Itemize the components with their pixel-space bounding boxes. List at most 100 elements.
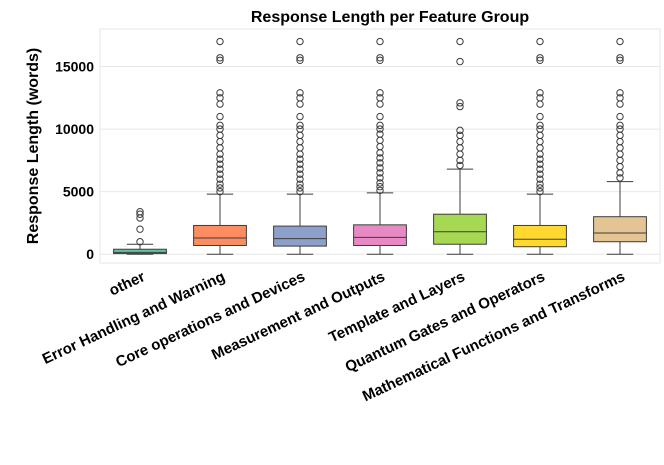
outlier-point — [296, 89, 304, 97]
outlier-point — [216, 144, 224, 152]
box-iqr — [193, 224, 247, 246]
outlier-point — [536, 137, 544, 146]
outlier-point — [456, 144, 464, 152]
outlier-point — [296, 37, 304, 46]
outlier-point — [376, 154, 384, 162]
outlier-point — [376, 121, 384, 130]
outlier-point — [296, 165, 304, 173]
outlier-point — [376, 54, 384, 62]
outlier-point — [616, 125, 624, 133]
chart-title: Response Length per Feature Group — [251, 9, 529, 26]
outlier-point — [456, 131, 464, 140]
outlier-point — [216, 175, 224, 183]
outlier-point — [216, 100, 224, 108]
outlier-point — [216, 131, 224, 140]
outlier-point — [296, 54, 304, 62]
outlier-point — [296, 125, 304, 133]
outlier-point — [536, 165, 544, 173]
box-iqr — [513, 224, 567, 248]
outlier-point — [456, 102, 464, 111]
outlier-point — [216, 125, 224, 133]
outlier-point — [216, 121, 224, 130]
outlier-point — [216, 187, 224, 196]
outlier-point — [216, 180, 224, 188]
outlier-point — [376, 169, 384, 177]
outlier-point — [616, 94, 624, 102]
outlier-point — [296, 94, 304, 102]
outlier-point — [136, 207, 144, 216]
outlier-point — [216, 165, 224, 173]
outlier-point — [376, 164, 384, 172]
outlier-point — [456, 137, 464, 146]
outlier-point — [536, 155, 544, 163]
box-iqr — [433, 213, 487, 245]
outlier-point — [456, 161, 464, 170]
y-tick-label: 15000 — [55, 59, 94, 75]
outlier-point — [616, 100, 624, 108]
outlier-point — [376, 37, 384, 46]
outlier-point — [536, 112, 544, 121]
outlier-point — [376, 89, 384, 97]
outlier-point — [536, 37, 544, 46]
outlier-point — [216, 155, 224, 163]
y-axis-label: Response Length (words) — [25, 48, 42, 244]
boxes-group — [113, 37, 647, 255]
box-iqr — [593, 216, 647, 243]
outlier-point — [376, 179, 384, 187]
outlier-point — [216, 54, 224, 62]
outlier-point — [296, 121, 304, 130]
outlier-point — [536, 131, 544, 140]
outlier-point — [216, 160, 224, 168]
outlier-point — [616, 121, 624, 130]
outlier-point — [296, 155, 304, 163]
outlier-point — [456, 150, 464, 158]
box-group — [113, 207, 167, 255]
outlier-point — [296, 112, 304, 121]
outlier-point — [616, 37, 624, 46]
outlier-point — [376, 94, 384, 102]
outlier-point — [536, 125, 544, 133]
outlier-point — [216, 56, 224, 64]
y-tick-label: 0 — [86, 246, 94, 262]
outlier-point — [296, 175, 304, 183]
outlier-point — [216, 184, 224, 192]
outlier-point — [296, 144, 304, 152]
outlier-point — [376, 159, 384, 167]
outlier-point — [376, 125, 384, 133]
plot-area-frame — [99, 28, 661, 264]
y-tick-label: 10000 — [55, 121, 94, 137]
outlier-point — [536, 89, 544, 97]
box-iqr — [353, 224, 407, 246]
box-group — [513, 37, 567, 255]
outlier-point — [456, 99, 464, 107]
box-group — [193, 37, 247, 255]
outlier-point — [376, 182, 384, 191]
box-group — [433, 37, 487, 255]
outlier-point — [296, 187, 304, 196]
outlier-point — [216, 170, 224, 178]
outlier-point — [376, 56, 384, 64]
outlier-point — [536, 121, 544, 130]
outlier-point — [536, 94, 544, 102]
outlier-point — [616, 56, 624, 64]
outlier-point — [536, 54, 544, 62]
outlier-point — [376, 112, 384, 121]
outlier-point — [616, 131, 624, 140]
outlier-point — [456, 126, 464, 135]
box-iqr — [273, 225, 327, 247]
outlier-point — [536, 100, 544, 108]
outlier-point — [376, 130, 384, 138]
outlier-point — [616, 144, 624, 152]
outlier-point — [536, 144, 544, 152]
outlier-point — [376, 186, 384, 195]
outlier-point — [616, 156, 624, 165]
outlier-point — [376, 142, 384, 151]
outlier-point — [616, 137, 624, 146]
outlier-point — [536, 175, 544, 183]
outlier-point — [216, 112, 224, 121]
outlier-point — [216, 89, 224, 97]
outlier-point — [536, 170, 544, 178]
outlier-point — [616, 89, 624, 97]
outlier-point — [136, 238, 144, 246]
